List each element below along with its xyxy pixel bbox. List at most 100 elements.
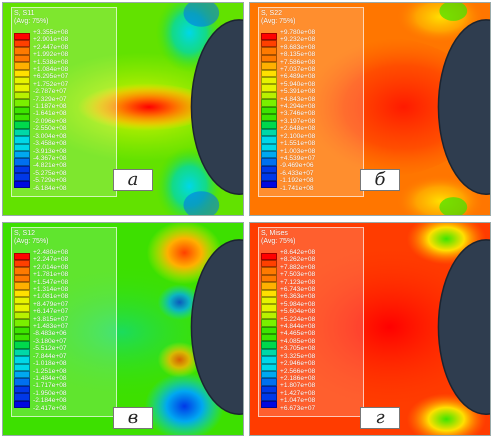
legend-swatch (261, 297, 277, 305)
legend-swatch (261, 311, 277, 320)
legend-swatch (14, 113, 30, 122)
legend-value: +1.081e+08 (33, 293, 69, 301)
legend-swatch (261, 121, 277, 129)
legend-value: -2.184e+08 (33, 397, 67, 405)
panel-s11: S, S11 (Avg: 75%) +3.355e+08 +2.901e+08 +2… (2, 2, 244, 216)
legend-value: +1.807e+08 (280, 382, 316, 390)
legend-value: -7.329e+07 (33, 95, 67, 103)
panel-label-g: г (360, 407, 400, 429)
legend-swatch (14, 54, 30, 63)
legend-swatch (261, 128, 277, 137)
legend-swatch (14, 158, 30, 166)
legend-value: +1.547e+08 (33, 278, 69, 286)
legend-value: +8.479e+07 (33, 300, 69, 308)
legend-swatch (261, 173, 277, 181)
legend-swatch (261, 393, 277, 401)
legend-s12: S, S12 (Avg: 75%) +2.480e+08 +2.247e+08 +2… (11, 227, 117, 417)
legend-value: +3.705e+08 (280, 345, 316, 353)
legend-value: -1.641e+08 (33, 110, 67, 118)
legend-value: +1.314e+08 (33, 286, 69, 294)
legend-value: +1.551e+08 (280, 140, 316, 148)
legend-value: +2.447e+08 (33, 43, 69, 51)
legend-subtitle: (Avg: 75%) (14, 18, 49, 25)
legend-value: -3.458e+08 (33, 140, 67, 148)
legend-value: -1.741e+08 (280, 184, 314, 192)
legend-value: -1.018e+08 (33, 360, 67, 368)
panel-label-b: б (360, 169, 400, 191)
legend-swatch (14, 84, 30, 92)
legend-value: -1.187e+08 (33, 103, 67, 111)
legend-swatch (261, 274, 277, 283)
legend-swatch (261, 363, 277, 371)
legend-swatch (261, 91, 277, 100)
legend-swatch (261, 341, 277, 349)
panel-label-v: в (113, 407, 153, 429)
legend-swatch (261, 106, 277, 114)
contour-field-mises (250, 223, 490, 435)
legend-title: S, S11 (14, 10, 35, 17)
legend-title: S, S22 (261, 10, 283, 17)
hole-shape (437, 239, 490, 415)
legend-value: -5.512e+07 (33, 345, 67, 353)
legend-swatch (261, 136, 277, 144)
legend-swatch (14, 40, 30, 48)
legend-swatch (261, 84, 277, 92)
legend-title: S, S12 (14, 230, 36, 237)
legend-value: +5.391e+08 (280, 88, 316, 96)
legend-value: +3.197e+08 (280, 117, 316, 125)
legend-swatch (14, 326, 30, 334)
legend-value: +6.147e+07 (33, 308, 69, 316)
color-scale (14, 249, 30, 412)
legend-value: +9.780e+08 (280, 29, 316, 36)
legend-value: +6.363e+08 (280, 293, 316, 301)
legend-value: +2.247e+08 (33, 256, 69, 264)
legend-value: +2.100e+08 (280, 132, 316, 140)
legend-swatch (14, 297, 30, 305)
legend-value: -1.950e+08 (33, 389, 67, 397)
legend-swatch (261, 385, 277, 394)
legend-value: +6.295e+07 (33, 73, 69, 81)
legend-swatch (261, 32, 277, 41)
legend-value: +2.901e+08 (33, 36, 69, 44)
legend-values: +3.355e+08 +2.901e+08 +2.447e+08 +1.992e+08… (33, 29, 68, 192)
legend-swatch (261, 356, 277, 364)
color-scale (14, 29, 30, 192)
legend-value: -9.469e+06 (280, 162, 314, 170)
legend-swatch (261, 40, 277, 48)
legend-value: +5.604e+08 (280, 308, 316, 316)
legend-swatch (14, 356, 30, 364)
legend-swatch (14, 143, 30, 151)
legend-value: +3.355e+08 (33, 29, 69, 36)
legend-swatch (261, 158, 277, 166)
panel-mises: S, Mises (Avg: 75%) +8.642e+08 +8.262e+08… (249, 222, 491, 436)
legend-value: +7.503e+08 (280, 271, 316, 279)
legend-swatch (14, 319, 30, 327)
legend-value: +5.984e+08 (280, 300, 316, 308)
legend-swatch (14, 400, 30, 408)
legend-value: -6.184e+08 (33, 184, 67, 192)
legend-swatch (14, 128, 30, 137)
legend-swatch (14, 136, 30, 144)
legend-swatch (261, 77, 277, 85)
legend-swatch (14, 393, 30, 401)
legend-swatch (261, 252, 277, 261)
legend-value: -4.367e+08 (33, 154, 67, 162)
legend-swatch (14, 348, 30, 357)
legend-value: -5.275e+08 (33, 169, 67, 177)
legend-value: +8.135e+08 (280, 51, 316, 59)
legend-value: +2.186e+08 (280, 374, 316, 382)
legend-value: +5.224e+08 (280, 315, 316, 323)
contour-field-s11 (3, 3, 243, 215)
legend-swatch (14, 341, 30, 349)
legend-value: +9.232e+08 (280, 36, 316, 44)
legend-swatch (14, 289, 30, 298)
legend-swatch (14, 385, 30, 394)
color-scale (261, 249, 277, 412)
legend-value: -3.913e+08 (33, 147, 67, 155)
legend-swatch (261, 282, 277, 290)
panel-s12: S, S12 (Avg: 75%) +2.480e+08 +2.247e+08 +2… (2, 222, 244, 436)
legend-value: +8.683e+08 (280, 43, 316, 51)
legend-value: +8.262e+08 (280, 256, 316, 264)
legend-swatch (261, 326, 277, 334)
legend-value: +7.882e+08 (280, 263, 316, 271)
